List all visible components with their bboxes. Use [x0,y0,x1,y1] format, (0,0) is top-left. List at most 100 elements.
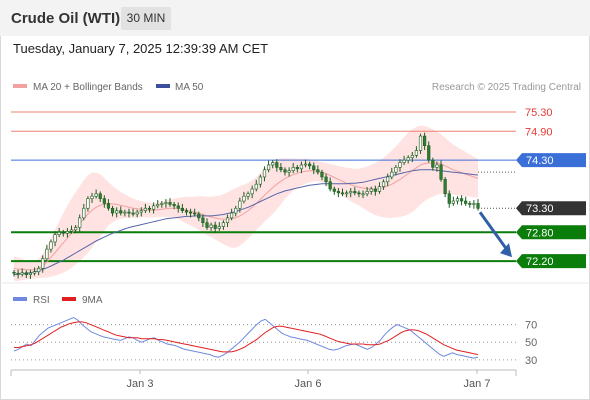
candle [135,209,139,218]
level-tag-72.20: 72.20 [516,254,586,269]
candle [287,167,291,177]
candle [258,174,262,188]
candle [57,227,61,238]
candle [209,222,213,231]
candle [369,186,373,195]
candle [266,160,271,173]
candle [353,187,357,196]
candle [53,231,57,247]
candle [250,185,254,199]
rsi-tick-50: 50 [525,337,537,349]
ma20-line [13,162,479,271]
candle [90,192,94,203]
candle [328,177,332,192]
candle [12,269,16,277]
x-tick-label: Jan 3 [127,378,154,390]
candle [152,202,156,214]
candle [320,169,324,181]
candle [41,255,45,273]
candle [431,157,435,171]
forecast-arrow [478,211,512,258]
candle [45,244,49,262]
candle [197,211,201,222]
candle [464,196,468,206]
candle [476,199,480,211]
candle [299,161,304,174]
level-tag-74.30: 74.30 [516,153,586,168]
candle [242,191,246,204]
candle [24,270,28,278]
candle [16,269,20,279]
candle [349,188,353,198]
ma50-legend-label: MA 50 [175,82,204,93]
candle [418,133,423,154]
candle [312,162,316,175]
rsi-tick-70: 70 [525,320,537,332]
x-tick-label: Jan 7 [464,378,491,390]
candle [377,182,382,194]
rsi-ma-legend-swatch [62,297,76,301]
candle [455,196,460,205]
candle [357,190,361,198]
ma50-legend-swatch [156,84,170,88]
candle [394,164,398,176]
candle [156,200,160,209]
candle [254,179,258,192]
candle [115,207,119,218]
candle [28,269,33,279]
candle [49,239,53,253]
level-label-72.20: 72.20 [526,256,554,268]
candle [414,146,419,158]
candle [102,195,106,208]
candle [20,268,24,277]
header-bar: Crude Oil (WTI) 30 MIN [0,0,590,36]
candle [472,200,476,209]
ma50-line [13,169,479,276]
x-tick-label: Jan 6 [295,378,322,390]
candle [98,191,102,202]
candle [205,218,209,230]
candle [246,191,250,200]
candle [69,225,74,234]
candle [213,221,217,233]
candle [386,173,390,187]
candle [283,167,287,176]
candle [427,141,431,163]
candle [37,265,41,276]
candle [303,159,308,168]
candle [423,132,427,151]
candle [390,167,394,180]
candle [188,208,193,218]
last-price-tag: 73.30 [516,201,586,216]
candle [139,207,143,217]
candle [176,202,180,213]
ma20-legend-label: MA 20 + Bollinger Bands [33,82,143,93]
candle [147,205,152,213]
rsi-ma-legend-label: 9MA [82,295,103,306]
candle [221,220,226,230]
candle [238,197,242,213]
candle [361,190,365,199]
candle [336,188,340,198]
candle [73,225,78,234]
candle [127,208,131,218]
candle [398,159,402,172]
candle [295,164,299,173]
candle [61,229,65,237]
candle [459,195,464,206]
candle [234,205,238,217]
candle [230,208,234,221]
rsi-legend-swatch [13,297,27,301]
candle [291,163,295,174]
candle [110,205,115,217]
candle [332,186,336,195]
candle [168,198,172,207]
candle [275,159,279,172]
instrument-title: Crude Oil (WTI) [11,10,121,27]
candle [123,209,127,217]
candle [316,165,320,175]
timeframe-badge[interactable]: 30 MIN [121,7,171,30]
candle [324,173,328,187]
candle [410,151,414,163]
candle [65,227,69,238]
